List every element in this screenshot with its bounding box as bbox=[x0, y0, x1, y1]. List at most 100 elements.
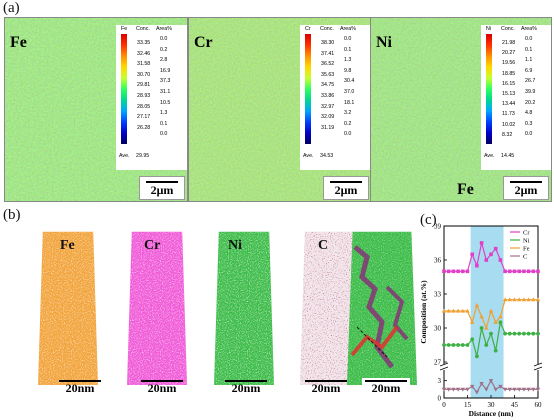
data-point bbox=[461, 269, 465, 274]
legend-value: 31.19 bbox=[321, 124, 335, 131]
legend-value: 33.35 bbox=[137, 40, 151, 46]
data-point bbox=[507, 297, 512, 302]
data-point bbox=[456, 343, 460, 347]
legend-value: 0.2 bbox=[344, 120, 352, 127]
legend-value: 37.41 bbox=[321, 50, 335, 57]
apt-scale-label: 20nm bbox=[371, 381, 401, 395]
data-point bbox=[535, 297, 541, 302]
data-point bbox=[446, 269, 451, 274]
scale-bar: 2μm bbox=[503, 176, 549, 200]
x-tick-label: 60 bbox=[535, 401, 543, 409]
data-point bbox=[512, 297, 517, 302]
legend-ave-value: 34.53 bbox=[320, 153, 334, 159]
cr-concentration-map: Cr Cr Conc. Area% 38.30 37.41 36.52 35.63 34… bbox=[188, 17, 372, 202]
data-point bbox=[502, 297, 508, 302]
panel-a-label: (a) bbox=[3, 0, 20, 16]
apt-scale-label: 20nm bbox=[65, 381, 95, 395]
legend-ave-label: Ave. bbox=[303, 153, 314, 159]
data-point bbox=[517, 387, 522, 392]
apt-scale-label: 20nm bbox=[311, 381, 341, 395]
legend-value: 39.9 bbox=[525, 88, 536, 95]
legend-value: 1.3 bbox=[344, 57, 352, 64]
legend-value: 35.63 bbox=[321, 71, 335, 78]
legend-value: 30.70 bbox=[137, 71, 151, 78]
scale-bar: 2μm bbox=[323, 176, 369, 200]
legend-value: 0.0 bbox=[525, 36, 533, 42]
legend-color-bar bbox=[305, 34, 311, 144]
data-point bbox=[498, 314, 503, 319]
data-point bbox=[517, 331, 522, 336]
panel-b-label: (b) bbox=[3, 207, 21, 223]
data-point bbox=[498, 384, 503, 389]
apt-scale-bar: 20nm bbox=[56, 378, 104, 398]
data-point bbox=[536, 331, 540, 336]
data-point bbox=[475, 354, 479, 359]
apt-label-cr: Cr bbox=[144, 238, 161, 253]
y-tick-label: 33 bbox=[434, 291, 442, 299]
legend-value: 0.1 bbox=[344, 46, 352, 53]
x-tick-label: 15 bbox=[464, 401, 472, 409]
legend-value: 34.75 bbox=[321, 82, 335, 89]
data-point bbox=[522, 331, 526, 336]
legend-value: 32.46 bbox=[137, 50, 151, 57]
x-tick-label: 45 bbox=[511, 401, 519, 409]
legend-value: 38.30 bbox=[321, 40, 335, 46]
data-point bbox=[489, 331, 493, 336]
legend-value: 20.27 bbox=[502, 50, 516, 57]
legend-value: 8.32 bbox=[502, 131, 513, 138]
legend-ave-value: 14.45 bbox=[501, 153, 515, 159]
data-point bbox=[451, 343, 456, 347]
data-point bbox=[446, 308, 451, 313]
legend-conc-values: 33.35 32.46 31.58 30.70 29.81 28.93 28.05 27.17… bbox=[137, 39, 150, 132]
data-point bbox=[493, 387, 498, 392]
map-legend: Ni Conc. Area% 21.98 20.27 19.56 18.85 16.15… bbox=[481, 25, 551, 170]
data-point bbox=[536, 269, 540, 274]
apt-scale-label: 20nm bbox=[147, 381, 177, 395]
apt-scale-bar: 20nm bbox=[222, 378, 270, 398]
data-point bbox=[531, 297, 536, 302]
map-legend: Fe Conc. Area% 33.35 32.46 31.58 30.70 29.81… bbox=[116, 25, 187, 170]
legend-label: C bbox=[523, 253, 527, 260]
legend-value: 28.93 bbox=[137, 92, 151, 99]
ni-concentration-map: Ni Ni Conc. Area% 21.98 20.27 19.56 18.85 16… bbox=[370, 17, 552, 202]
legend-value: 28.05 bbox=[137, 103, 151, 110]
legend-conc-values: 38.30 37.41 36.52 35.63 34.75 33.86 32.97 32.09… bbox=[321, 39, 334, 132]
legend-ave-value: 29.95 bbox=[136, 153, 150, 159]
legend-area-values: 0.0 0.1 1.3 9.8 30.4 37.0 18.1 3.2 0.2 0.0 bbox=[344, 35, 354, 138]
legend-value: 18.85 bbox=[502, 70, 516, 77]
legend-value: 16.9 bbox=[160, 67, 171, 74]
map-extra-element-label: Fe bbox=[457, 181, 474, 198]
data-point bbox=[522, 269, 526, 274]
legend-area-header: Area% bbox=[521, 26, 537, 32]
y-tick-label: 0 bbox=[438, 395, 442, 403]
map-element-label: Fe bbox=[10, 34, 27, 51]
apt-scale-bar: 20nm bbox=[302, 378, 350, 398]
panel-c-label: (c) bbox=[420, 212, 437, 228]
data-point bbox=[493, 320, 498, 324]
legend-value: 21.98 bbox=[502, 40, 516, 46]
data-point bbox=[512, 269, 517, 274]
data-point bbox=[455, 308, 461, 313]
legend-value: 0.1 bbox=[160, 120, 168, 127]
data-point bbox=[498, 258, 503, 262]
legend-value: 37.0 bbox=[344, 88, 355, 95]
data-point bbox=[517, 269, 521, 274]
x-tick-label: 30 bbox=[488, 401, 496, 409]
atom-speckle bbox=[214, 231, 274, 385]
legend-value: 13.44 bbox=[502, 101, 516, 108]
legend-conc-header: Conc. bbox=[136, 26, 150, 32]
legend-value: 6.9 bbox=[525, 67, 533, 74]
axis-break bbox=[441, 364, 447, 370]
data-point bbox=[456, 269, 460, 274]
legend-value: 0.0 bbox=[344, 131, 352, 138]
overlay-atom-map bbox=[347, 231, 417, 385]
data-point bbox=[493, 348, 498, 353]
legend-area-values: 0.0 0.1 1.1 6.9 26.7 39.9 20.2 4.8 0.3 0.0 bbox=[525, 35, 535, 138]
legend-value: 19.56 bbox=[502, 60, 516, 67]
legend-value: 32.97 bbox=[321, 103, 335, 110]
legend-value: 2.8 bbox=[160, 57, 168, 64]
apt-scale-bar: 20nm bbox=[138, 378, 186, 398]
map-legend: Cr Conc. Area% 38.30 37.41 36.52 35.63 34.75… bbox=[300, 25, 371, 170]
apt-scale-label: 20nm bbox=[231, 381, 261, 395]
data-point bbox=[446, 387, 451, 392]
